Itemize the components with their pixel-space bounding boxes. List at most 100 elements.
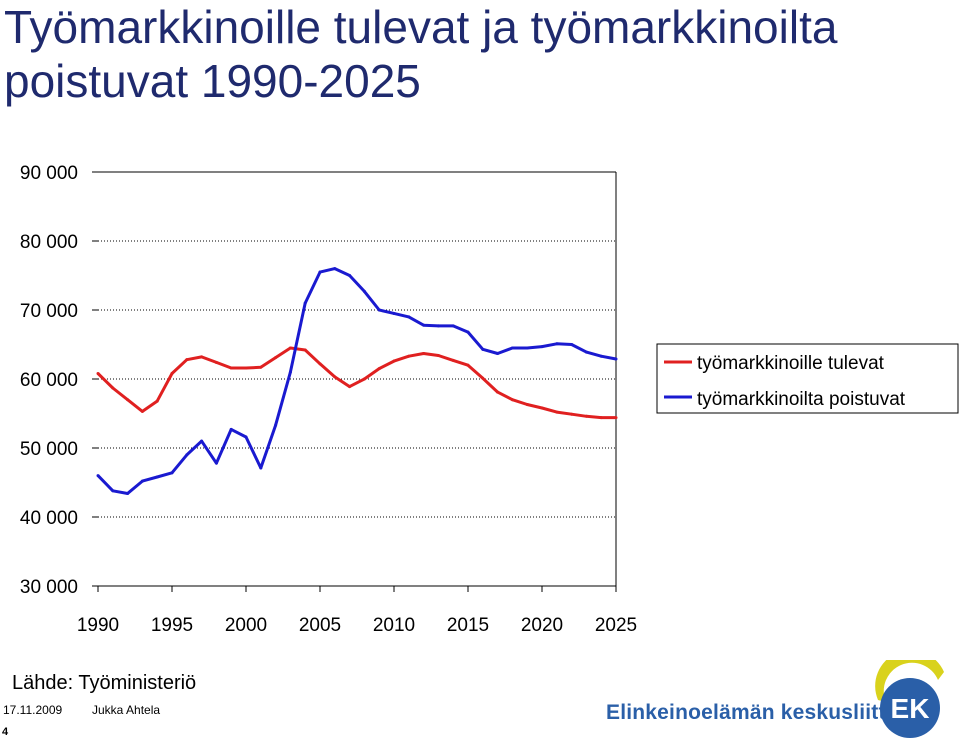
data-point-1 <box>259 466 263 470</box>
data-point-1 <box>362 289 366 293</box>
y-tick-labels: 30 000 40 000 50 000 60 000 70 000 80 000 90 0… <box>20 163 78 598</box>
series-lines <box>96 267 618 496</box>
data-point-0 <box>200 355 204 359</box>
ek-logo: EK <box>875 660 944 738</box>
data-point-1 <box>229 427 233 431</box>
data-point-0 <box>140 409 144 413</box>
data-point-1 <box>422 323 426 327</box>
data-point-1 <box>288 370 292 374</box>
data-point-0 <box>436 354 440 358</box>
data-point-0 <box>214 360 218 364</box>
data-point-0 <box>274 356 278 360</box>
y-tick-label: 60 000 <box>20 370 78 391</box>
data-point-1 <box>318 270 322 274</box>
data-point-0 <box>481 376 485 380</box>
data-point-0 <box>599 416 603 420</box>
data-point-1 <box>525 346 529 350</box>
y-tick-label: 80 000 <box>20 232 78 253</box>
data-point-0 <box>540 406 544 410</box>
data-point-1 <box>140 479 144 483</box>
data-point-1 <box>111 489 115 493</box>
data-point-0 <box>496 390 500 394</box>
page-number: 4 <box>2 726 9 738</box>
data-point-1 <box>481 347 485 351</box>
legend-box <box>656 343 959 414</box>
data-point-1 <box>170 471 174 475</box>
data-point-0 <box>229 366 233 370</box>
data-point-1 <box>244 435 248 439</box>
data-point-0 <box>451 358 455 362</box>
data-point-0 <box>392 359 396 363</box>
data-point-0 <box>525 403 529 407</box>
data-point-1 <box>407 315 411 319</box>
data-point-0 <box>170 371 174 375</box>
x-tick-label: 1995 <box>151 615 193 636</box>
data-point-0 <box>510 398 514 402</box>
data-point-1 <box>555 342 559 346</box>
data-point-0 <box>570 412 574 416</box>
x-tick-label: 2010 <box>373 615 415 636</box>
data-point-1 <box>436 324 440 328</box>
data-point-0 <box>362 377 366 381</box>
data-point-1 <box>540 345 544 349</box>
data-point-0 <box>377 367 381 371</box>
data-point-1 <box>185 453 189 457</box>
gridlines <box>98 171 616 518</box>
x-tick-label: 2025 <box>595 615 637 636</box>
data-point-0 <box>259 365 263 369</box>
legend-label-poistuvat: työmarkkinoilta poistuvat <box>697 389 906 410</box>
data-point-1 <box>392 311 396 315</box>
axes <box>92 171 617 592</box>
data-point-0 <box>96 371 100 375</box>
y-tick-label: 40 000 <box>20 508 78 529</box>
data-point-0 <box>185 358 189 362</box>
data-point-0 <box>303 348 307 352</box>
legend: työmarkkinoille tulevat työmarkkinoilta … <box>656 343 959 414</box>
data-point-0 <box>348 385 352 389</box>
data-point-0 <box>333 375 337 379</box>
legend-label-tulevat: työmarkkinoille tulevat <box>697 353 885 374</box>
data-point-1 <box>96 474 100 478</box>
data-point-0 <box>555 410 559 414</box>
chart-title: Työmarkkinoille tulevat ja työmarkkinoil… <box>4 1 838 107</box>
x-tick-label: 2015 <box>447 615 489 636</box>
data-point-1 <box>303 301 307 305</box>
data-point-0 <box>422 351 426 355</box>
data-point-0 <box>126 398 130 402</box>
x-tick-label: 2000 <box>225 615 267 636</box>
footer-date: 17.11.2009 <box>3 703 63 717</box>
x-tick-label: 2005 <box>299 615 341 636</box>
data-point-0 <box>466 363 470 367</box>
source-note: Lähde: Työministeriö <box>12 672 197 694</box>
y-tick-label: 30 000 <box>20 577 78 598</box>
series-line-1 <box>96 267 617 495</box>
organization-name: Elinkeinoelämän keskusliitto <box>606 701 899 724</box>
data-point-0 <box>244 366 248 370</box>
logo-yellow-arc <box>875 660 944 702</box>
data-point-1 <box>614 357 618 361</box>
data-point-1 <box>126 492 130 496</box>
data-point-1 <box>496 351 500 355</box>
data-point-0 <box>288 346 292 350</box>
data-point-1 <box>348 274 352 277</box>
data-point-1 <box>274 423 278 427</box>
data-point-1 <box>570 343 574 346</box>
data-point-1 <box>200 439 204 443</box>
data-point-1 <box>599 354 603 358</box>
data-point-1 <box>584 350 588 354</box>
footer-author: Jukka Ahtela <box>92 703 161 717</box>
data-point-1 <box>451 324 455 328</box>
y-tick-label: 50 000 <box>20 439 78 460</box>
data-point-1 <box>333 267 337 271</box>
data-point-0 <box>407 354 411 358</box>
data-point-0 <box>155 399 159 403</box>
x-tick-label: 1990 <box>77 615 119 636</box>
x-tick-label: 2020 <box>521 615 563 636</box>
x-tick-labels: 1990 1995 2000 2005 2010 2015 2020 2025 <box>77 615 637 636</box>
data-point-1 <box>466 330 470 334</box>
series-line-0 <box>96 346 616 420</box>
data-point-1 <box>377 308 381 312</box>
y-tick-label: 90 000 <box>20 163 78 184</box>
logo-blue-circle <box>880 678 940 738</box>
